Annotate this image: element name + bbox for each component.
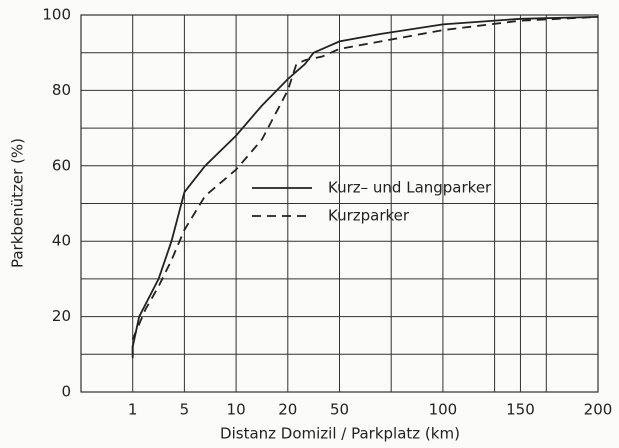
x-tick-label: 50 (330, 401, 349, 419)
legend-label: Kurzparker (328, 207, 410, 225)
y-tick-label: 100 (42, 6, 71, 24)
x-tick-label: 150 (506, 401, 535, 419)
legend-label: Kurz– und Langparker (328, 179, 492, 197)
x-tick-label: 10 (227, 401, 246, 419)
y-tick-label: 0 (61, 383, 71, 401)
x-tick-label: 100 (429, 401, 458, 419)
line-series (131, 16, 599, 355)
line-series (131, 16, 599, 359)
x-tick-label: 20 (278, 401, 297, 419)
y-tick-label: 80 (52, 81, 71, 99)
x-tick-label: 5 (180, 401, 190, 419)
x-axis-label: Distanz Domizil / Parkplatz (km) (220, 425, 460, 443)
x-tick-label: 200 (584, 401, 613, 419)
y-tick-label: 40 (52, 232, 71, 250)
x-tick-label: 1 (128, 401, 138, 419)
y-tick-label: 60 (52, 156, 71, 174)
y-axis-label: Parkbenützer (%) (9, 138, 27, 268)
y-tick-label: 20 (52, 307, 71, 325)
